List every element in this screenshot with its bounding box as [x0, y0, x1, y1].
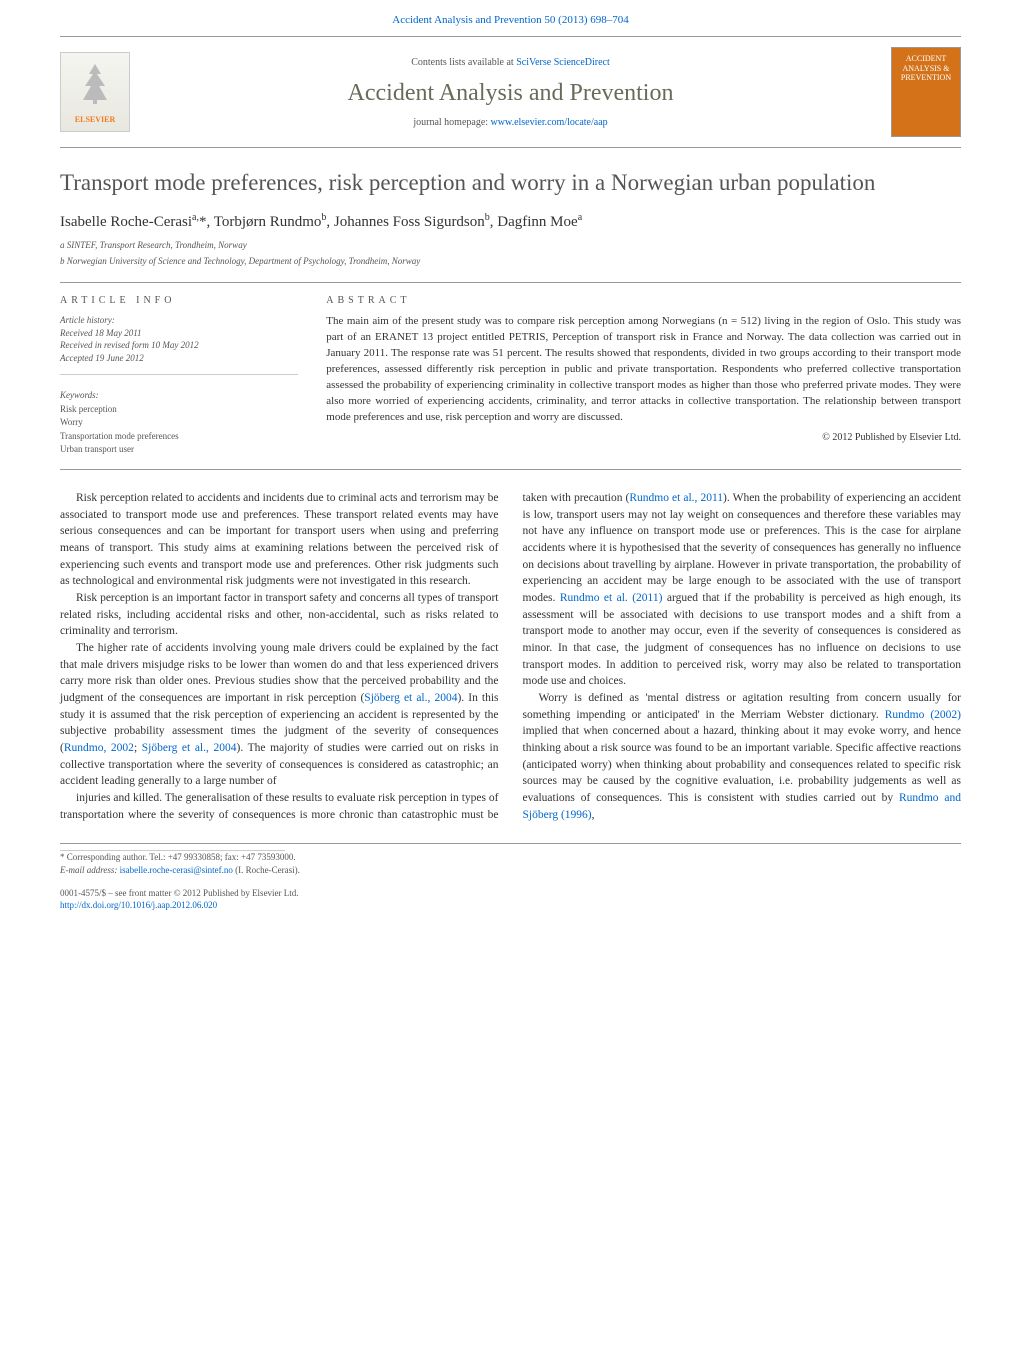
- body-text: Risk perception related to accidents and…: [60, 490, 961, 823]
- corr-label: * Corresponding author. Tel.: +47 993308…: [60, 851, 961, 864]
- meta-abstract-row: article info Article history: Received 1…: [60, 282, 961, 470]
- received-date: Received 18 May 2011: [60, 327, 298, 340]
- affiliations: a SINTEF, Transport Research, Trondheim,…: [60, 239, 961, 268]
- affiliation-b: b Norwegian University of Science and Te…: [60, 255, 961, 268]
- article-main: Transport mode preferences, risk percept…: [60, 168, 961, 823]
- keywords-head: Keywords:: [60, 389, 298, 403]
- corr-email-line: E-mail address: isabelle.roche-cerasi@si…: [60, 864, 961, 877]
- history-head: Article history:: [60, 314, 298, 327]
- publisher-logo: ELSEVIER: [60, 52, 130, 132]
- revised-date: Received in revised form 10 May 2012: [60, 339, 298, 352]
- sciencedirect-link[interactable]: SciVerse ScienceDirect: [516, 57, 610, 68]
- doi-link[interactable]: http://dx.doi.org/10.1016/j.aap.2012.06.…: [60, 900, 217, 910]
- journal-ref-top: Accident Analysis and Prevention 50 (201…: [0, 0, 1021, 36]
- article-info-label: article info: [60, 295, 298, 306]
- citation-link[interactable]: Rundmo et al. (2011): [560, 592, 663, 604]
- body-p1: Risk perception related to accidents and…: [60, 490, 499, 590]
- doi-line: http://dx.doi.org/10.1016/j.aap.2012.06.…: [60, 899, 961, 912]
- abstract-label: abstract: [326, 295, 961, 306]
- citation-link[interactable]: Sjöberg et al., 2004: [364, 692, 457, 704]
- body-p5: Worry is defined as 'mental distress or …: [523, 690, 962, 823]
- citation-link[interactable]: Rundmo (2002): [885, 709, 961, 721]
- issn-line: 0001-4575/$ – see front matter © 2012 Pu…: [60, 887, 961, 900]
- header-box: ELSEVIER Contents lists available at Sci…: [60, 36, 961, 148]
- publisher-name: ELSEVIER: [75, 115, 115, 124]
- contents-line: Contents lists available at SciVerse Sci…: [130, 57, 891, 68]
- tree-icon: [75, 60, 115, 111]
- accepted-date: Accepted 19 June 2012: [60, 352, 298, 365]
- homepage-link[interactable]: www.elsevier.com/locate/aap: [491, 117, 608, 128]
- authors: Isabelle Roche-Cerasia,*, Torbjørn Rundm…: [60, 212, 961, 231]
- body-p2: Risk perception is an important factor i…: [60, 590, 499, 640]
- affiliation-a: a SINTEF, Transport Research, Trondheim,…: [60, 239, 961, 252]
- citation-link[interactable]: Sjöberg et al., 2004: [142, 742, 237, 754]
- email-link[interactable]: isabelle.roche-cerasi@sintef.no: [120, 865, 233, 875]
- footer-block: * Corresponding author. Tel.: +47 993308…: [60, 843, 961, 911]
- homepage-line: journal homepage: www.elsevier.com/locat…: [130, 117, 891, 128]
- copyright: © 2012 Published by Elsevier Ltd.: [326, 432, 961, 443]
- journal-ref-link[interactable]: Accident Analysis and Prevention 50 (201…: [392, 14, 628, 26]
- citation-link[interactable]: Rundmo, 2002: [64, 742, 134, 754]
- journal-cover: ACCIDENT ANALYSIS & PREVENTION: [891, 47, 961, 137]
- body-p3: The higher rate of accidents involving y…: [60, 640, 499, 790]
- article-history: Article history: Received 18 May 2011 Re…: [60, 314, 298, 375]
- keyword: Worry: [60, 416, 298, 430]
- cover-title: ACCIDENT ANALYSIS & PREVENTION: [896, 54, 956, 83]
- article-title: Transport mode preferences, risk percept…: [60, 168, 961, 198]
- abstract-col: abstract The main aim of the present stu…: [312, 283, 961, 469]
- header-center: Contents lists available at SciVerse Sci…: [130, 57, 891, 128]
- abstract-text: The main aim of the present study was to…: [326, 314, 961, 426]
- keyword: Urban transport user: [60, 443, 298, 457]
- journal-name: Accident Analysis and Prevention: [130, 80, 891, 107]
- keyword: Transportation mode preferences: [60, 430, 298, 444]
- keyword: Risk perception: [60, 403, 298, 417]
- citation-link[interactable]: Rundmo et al., 2011: [629, 492, 723, 504]
- corresponding-author: * Corresponding author. Tel.: +47 993308…: [60, 851, 961, 876]
- keywords-block: Keywords: Risk perception Worry Transpor…: [60, 389, 298, 457]
- meta-col: article info Article history: Received 1…: [60, 283, 312, 469]
